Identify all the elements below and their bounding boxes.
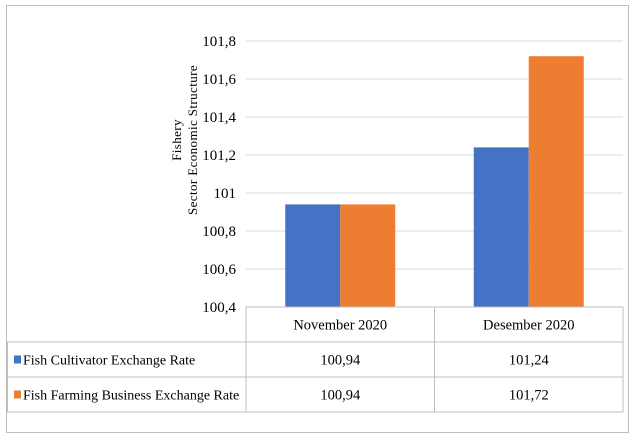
y-tick-label: 101 — [214, 186, 237, 202]
y-tick-label: 101,4 — [202, 110, 236, 126]
bar-fish-cultivator-desember — [473, 147, 529, 307]
table-value-cell: 101,24 — [509, 353, 550, 369]
bar-fish-farming-business-desember — [528, 56, 584, 308]
chart-frame: 100,4 100,6 100,8 101 101,2 101,4 101,6 101,8 F… — [6, 5, 629, 433]
x-category-label: November 2020 — [293, 318, 387, 334]
legend-series-name: Fish Cultivator Exchange Rate — [23, 354, 195, 369]
y-axis-title-line-1: Fishery — [169, 119, 184, 161]
table-value-cell: 100,94 — [320, 388, 361, 404]
y-tick-label: 101,6 — [202, 72, 236, 88]
table-value-cell: 100,94 — [320, 353, 361, 369]
y-axis-title-line-2: Sector Economic Structure — [185, 65, 200, 215]
legend-series-name: Fish Farming Business Exchange Rate — [23, 389, 239, 404]
y-axis-title: Fishery Sector Economic Structure — [169, 65, 200, 215]
y-tick-label: 100,8 — [202, 224, 236, 240]
bar-chart: 100,4 100,6 100,8 101 101,2 101,4 101,6 101,8 F… — [7, 34, 624, 413]
y-axis-ticks: 100,4 100,6 100,8 101 101,2 101,4 101,6 101,8 — [202, 34, 236, 316]
y-tick-label: 101,8 — [202, 34, 236, 50]
legend-swatch — [14, 355, 21, 364]
bar-fish-cultivator-november — [285, 204, 341, 307]
bars — [285, 56, 584, 308]
data-table: November 2020 Desember 2020 Fish Cultivato… — [7, 306, 624, 413]
table-value-cell: 101,72 — [509, 388, 549, 404]
bar-fish-farming-business-november — [340, 204, 396, 307]
y-tick-label: 100,6 — [202, 262, 236, 278]
x-category-label: Desember 2020 — [483, 318, 574, 334]
legend-swatch — [14, 390, 21, 399]
y-tick-label: 101,2 — [202, 148, 236, 164]
y-tick-label: 100,4 — [202, 300, 236, 316]
